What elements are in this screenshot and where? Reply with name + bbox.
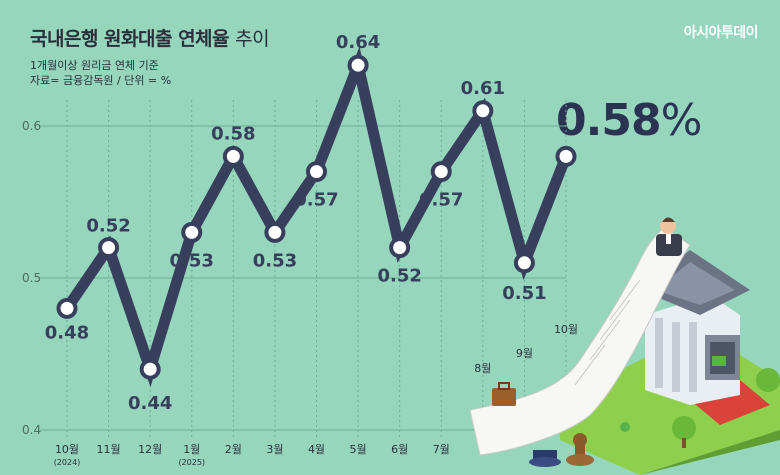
x-tick-label: 12월 — [138, 443, 162, 456]
data-point — [306, 161, 327, 183]
x-tick-label: 5월 — [350, 443, 367, 456]
x-tick-label: 9월 — [516, 347, 533, 360]
data-label: 0.53 — [253, 250, 297, 271]
data-label: 0.64 — [336, 32, 380, 53]
data-label: 0.52 — [377, 266, 421, 287]
data-point — [56, 297, 78, 319]
x-tick-sublabel: (2024) — [54, 458, 81, 467]
x-tick-label: 10월 — [554, 323, 578, 336]
title-main: 국내은행 원화대출 연체율 — [30, 28, 230, 50]
data-point — [555, 145, 577, 167]
y-tick-label: 0.6 — [22, 119, 41, 133]
x-tick-label: 6월 — [391, 443, 408, 456]
x-axis-labels: 10월 (2024) 11월 12월 1월 (2025) 2월 3월 4월 5월 6월 7월 8월 9월 1… — [54, 323, 578, 467]
x-tick-label: 2월 — [225, 443, 242, 456]
chart-title: 국내은행 원화대출 연체율 추이 — [30, 24, 270, 51]
data-point — [430, 161, 452, 183]
x-tick-label: 7월 — [433, 443, 450, 456]
data-label: 0.51 — [502, 283, 546, 304]
data-label: 0.52 — [86, 216, 130, 237]
subtitle-line-1: 1개월이상 원리금 연체 기준 — [30, 59, 159, 72]
chart-subtitle: 1개월이상 원리금 연체 기준 자료= 금융감독원 / 단위 = % — [30, 58, 171, 88]
data-point — [264, 221, 286, 243]
headline-number: 0.58 — [556, 95, 662, 146]
x-tick-label: 8월 — [474, 362, 491, 375]
data-label: 0.57 — [419, 190, 463, 211]
y-tick-label: 0.4 — [22, 423, 41, 437]
data-labels: 0.48 0.52 0.44 0.53 0.58 0.53 0.57 0.64 0.52 0.57… — [45, 32, 547, 414]
data-points — [56, 54, 577, 380]
data-point — [222, 145, 244, 167]
subtitle-line-2: 자료= 금융감독원 / 단위 = % — [30, 74, 172, 87]
bank-illustration — [469, 217, 780, 475]
headline-unit: % — [660, 95, 703, 146]
title-suffix: 추이 — [235, 28, 270, 50]
x-tick-label: 4월 — [308, 443, 325, 456]
data-label: 0.53 — [170, 250, 214, 271]
x-tick-label: 3월 — [266, 443, 283, 456]
y-tick-label: 0.5 — [22, 271, 41, 285]
data-label: 0.48 — [45, 322, 89, 343]
data-point — [98, 237, 120, 259]
data-label: 0.61 — [461, 78, 505, 99]
headline-value: 0.58% — [556, 95, 703, 146]
data-point — [181, 221, 203, 243]
data-label: 0.58 — [211, 123, 255, 144]
brand-logo: 아시아투데이 — [683, 25, 759, 41]
data-point — [389, 237, 411, 259]
data-point — [347, 54, 369, 76]
x-tick-sublabel: (2025) — [178, 458, 205, 467]
x-tick-label: 11월 — [97, 443, 121, 456]
data-point — [513, 252, 535, 274]
data-point — [139, 358, 161, 380]
data-label: 0.57 — [294, 190, 338, 211]
data-label: 0.44 — [128, 393, 172, 414]
x-tick-label: 10월 — [55, 443, 79, 456]
data-point — [472, 100, 494, 122]
x-tick-label: 1월 — [183, 443, 200, 456]
